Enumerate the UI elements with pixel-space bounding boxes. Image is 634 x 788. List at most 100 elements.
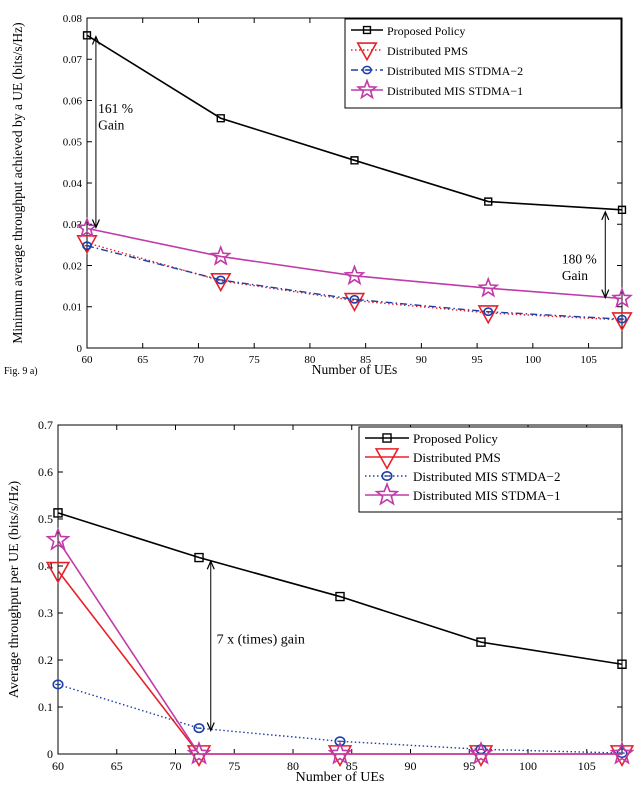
arrow-head-bottom bbox=[601, 289, 610, 300]
data-point bbox=[343, 264, 366, 286]
x-tick-label: 80 bbox=[287, 759, 299, 773]
data-point bbox=[335, 591, 345, 602]
y-tick-label: 0.7 bbox=[38, 418, 53, 432]
legend-marker bbox=[381, 470, 393, 482]
y-tick-label: 0.05 bbox=[63, 137, 83, 149]
legend-marker bbox=[355, 78, 379, 100]
data-point bbox=[609, 745, 634, 768]
series-line bbox=[86, 227, 623, 300]
x-tick-label: 75 bbox=[249, 354, 261, 366]
data-point bbox=[75, 216, 99, 238]
chart-2: 60 65 70 75 80 85 90 95 100 105 0 0.1 0.2 0.3 0.4 0.5 0.… bbox=[7, 418, 634, 785]
data-point bbox=[610, 286, 634, 308]
data-point bbox=[210, 272, 232, 293]
legend-marker bbox=[356, 42, 378, 62]
legend-label: Distributed MIS STDMA−1 bbox=[387, 84, 523, 98]
annotation-1: 7 x (times) gain bbox=[206, 559, 305, 732]
data-point bbox=[82, 241, 92, 251]
x-axis-label: Number of UEs bbox=[296, 770, 385, 785]
chart-1: 60 65 70 75 80 85 90 95 100 105 0 0.01 0.02 0.03 0.04 0… bbox=[10, 13, 634, 377]
series-1 bbox=[82, 31, 627, 214]
x-tick-label: 85 bbox=[360, 354, 372, 366]
series-line bbox=[57, 512, 623, 666]
legend: Proposed Policy Distributed PMS Distribute… bbox=[358, 426, 623, 513]
data-point bbox=[194, 552, 204, 563]
legend-label: Proposed Policy bbox=[413, 431, 498, 446]
series-line bbox=[57, 539, 622, 755]
series-line bbox=[86, 34, 623, 211]
annotation-text: 180 % bbox=[562, 251, 597, 266]
y-tick-label: 0.4 bbox=[38, 559, 53, 573]
data-point bbox=[476, 637, 486, 647]
legend-marker bbox=[374, 481, 400, 506]
arrow-head-bottom bbox=[91, 219, 100, 230]
series-4 bbox=[45, 527, 634, 765]
data-point bbox=[611, 312, 633, 332]
series-line bbox=[86, 245, 623, 320]
y-tick-label: 0.2 bbox=[38, 653, 53, 667]
data-point bbox=[349, 294, 360, 304]
y-tick-label: 0 bbox=[77, 343, 83, 355]
annotation-text: 7 x (times) gain bbox=[217, 633, 305, 648]
x-tick-label: 100 bbox=[525, 354, 542, 366]
y-tick-label: 0.07 bbox=[63, 54, 83, 66]
figure-caption: Fig. 9 a) bbox=[4, 366, 38, 377]
y-tick-label: 0 bbox=[47, 747, 53, 761]
annotation-1: 161 %Gain bbox=[91, 35, 133, 230]
annotation-text: 161 % bbox=[98, 101, 133, 116]
arrow-head-bottom bbox=[206, 722, 215, 732]
legend-marker bbox=[374, 448, 400, 471]
y-tick-label: 0.3 bbox=[38, 606, 53, 620]
x-tick-label: 65 bbox=[111, 759, 123, 773]
x-tick-label: 105 bbox=[578, 759, 596, 773]
legend-label: Distributed PMS bbox=[413, 450, 501, 465]
data-point bbox=[52, 679, 64, 690]
y-tick-label: 0.1 bbox=[38, 700, 53, 714]
x-tick-label: 70 bbox=[170, 759, 182, 773]
data-point bbox=[350, 156, 359, 165]
annotation-2: 180 % Gain bbox=[562, 210, 610, 300]
legend-box bbox=[358, 426, 623, 513]
annotation-text: Gain bbox=[98, 117, 124, 132]
x-tick-label: 95 bbox=[463, 759, 475, 773]
x-tick-label: 80 bbox=[304, 354, 316, 366]
y-tick-label: 0.01 bbox=[63, 302, 82, 314]
data-point bbox=[484, 197, 493, 206]
legend: Proposed Policy Distributed PMS Distribute… bbox=[344, 18, 622, 109]
data-point bbox=[216, 114, 225, 123]
data-point bbox=[477, 305, 499, 325]
data-point bbox=[186, 745, 212, 768]
legend-label: Proposed Policy bbox=[387, 24, 465, 38]
x-tick-label: 70 bbox=[193, 354, 205, 366]
data-point bbox=[215, 275, 226, 285]
y-tick-label: 0.6 bbox=[38, 465, 53, 479]
x-tick-label: 60 bbox=[52, 759, 64, 773]
x-tick-label: 105 bbox=[580, 354, 597, 366]
data-point bbox=[617, 659, 627, 669]
data-point bbox=[477, 276, 500, 298]
data-point bbox=[617, 314, 627, 324]
data-point bbox=[82, 31, 92, 40]
x-tick-label: 90 bbox=[416, 354, 428, 366]
arrow-head-top bbox=[91, 35, 100, 45]
legend-label: Distributed MIS STMDA−2 bbox=[413, 469, 560, 484]
x-axis-label: Number of UEs bbox=[312, 362, 397, 377]
series-4 bbox=[75, 216, 634, 308]
x-tick-label: 90 bbox=[405, 759, 417, 773]
data-point bbox=[609, 740, 634, 765]
x-tick-label: 85 bbox=[346, 759, 358, 773]
data-point bbox=[209, 244, 232, 266]
data-point bbox=[483, 307, 494, 317]
data-point bbox=[193, 723, 205, 734]
legend-marker bbox=[362, 65, 372, 75]
y-axis-label: Minimum average throughput achieved by a… bbox=[10, 22, 25, 343]
data-point bbox=[45, 561, 71, 584]
legend-marker bbox=[362, 25, 372, 35]
y-tick-label: 0.5 bbox=[38, 512, 53, 526]
legend-label: Distributed MIS STDMA−2 bbox=[387, 64, 523, 78]
y-tick-label: 0.04 bbox=[63, 178, 83, 190]
y-tick-label: 0.03 bbox=[63, 219, 83, 231]
arrow-head-top bbox=[601, 210, 610, 221]
series-3 bbox=[82, 241, 627, 324]
